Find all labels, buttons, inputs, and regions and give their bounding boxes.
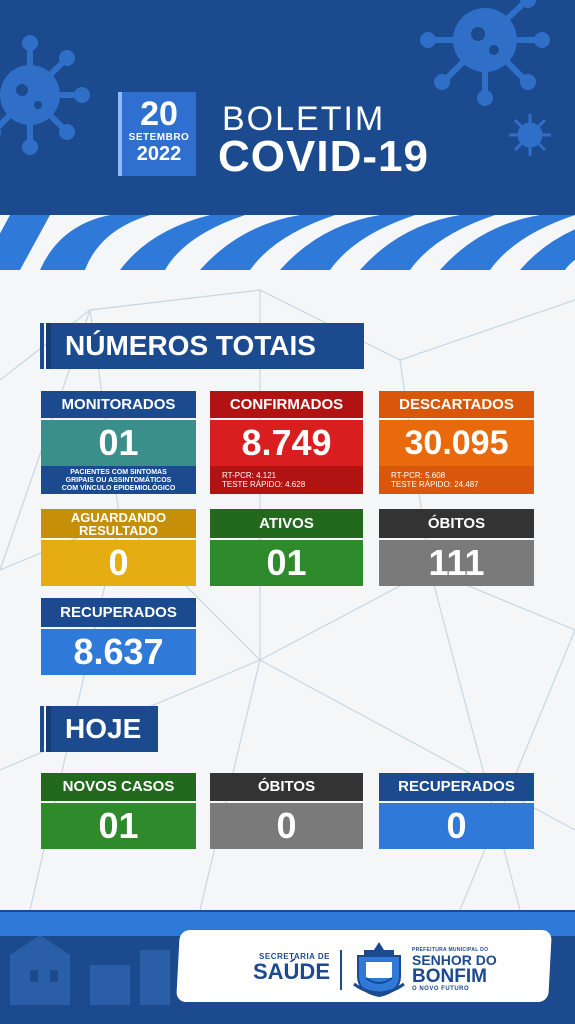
- virus-icon: [509, 114, 551, 156]
- aguardando-value-text: 0: [108, 542, 129, 583]
- monitorados-label-text: MONITORADOS: [61, 395, 176, 413]
- city-line1: SENHOR DO: [412, 952, 497, 968]
- confirmados-label: CONFIRMADOS: [210, 391, 363, 418]
- obitos-total-value: 111: [379, 540, 534, 586]
- confirmados-rtpcr: RT-PCR: 4.121: [222, 471, 277, 480]
- senhor-do-bonfim-logo: PREFEITURA MUNICIPAL DO SENHOR DO BONFIM…: [412, 947, 512, 992]
- recuperados-hoje-value: 0: [379, 803, 534, 849]
- heading-accent: [40, 323, 43, 369]
- confirmados-note: RT-PCR: 4.121 TESTE RÁPIDO: 4.628: [210, 466, 363, 494]
- obitos-hoje-value: 0: [210, 803, 363, 849]
- recuperados-hoje-value-text: 0: [446, 805, 467, 846]
- virus-icon: [420, 0, 550, 106]
- ativos-label-text: ATIVOS: [259, 514, 314, 532]
- city-seal-icon: [353, 942, 405, 998]
- header-banner: [0, 0, 575, 215]
- confirmados-value-text: 8.749: [241, 422, 332, 463]
- aguardando-label: AGUARDANDO RESULTADO: [41, 509, 196, 538]
- descartados-label-text: DESCARTADOS: [399, 395, 514, 413]
- ativos-label: ATIVOS: [210, 509, 363, 538]
- descartados-teste-rapido: TESTE RÁPIDO: 24.487: [391, 480, 479, 489]
- section-heading-hoje-text: HOJE: [65, 713, 142, 744]
- virus-icon: [0, 35, 90, 155]
- confirmados-label-text: CONFIRMADOS: [229, 395, 344, 413]
- prefeitura-text: PREFEITURA MUNICIPAL DO: [412, 947, 489, 953]
- obitos-total-value-text: 111: [428, 542, 485, 583]
- obitos-hoje-value-text: 0: [276, 805, 297, 846]
- heading-accent: [40, 706, 43, 752]
- footer-buildings-pattern: [10, 935, 170, 1005]
- wave-pattern: [0, 215, 575, 270]
- obitos-hoje-label-text: ÓBITOS: [257, 778, 316, 795]
- recuperados-total-label: RECUPERADOS: [41, 598, 196, 627]
- ativos-value-text: 01: [266, 542, 307, 583]
- ativos-value: 01: [210, 540, 363, 586]
- confirmados-value: 8.749: [210, 420, 363, 466]
- recuperados-total-value-text: 8.637: [73, 631, 164, 672]
- recuperados-hoje-label-text: RECUPERADOS: [398, 778, 515, 795]
- date-year: 2022: [136, 143, 182, 165]
- monitorados-note-line3: COM VÍNCULO EPIDEMIOLÓGICO: [61, 485, 176, 492]
- wave-band: [0, 215, 575, 270]
- section-heading-totais: NÚMEROS TOTAIS: [41, 323, 364, 369]
- confirmados-teste-rapido: TESTE RÁPIDO: 4.628: [222, 480, 306, 489]
- recuperados-hoje-label: RECUPERADOS: [379, 773, 534, 801]
- secretaria-line2: SAÚDE: [252, 959, 330, 984]
- novos-casos-label: NOVOS CASOS: [41, 773, 196, 801]
- obitos-total-label: ÓBITOS: [379, 509, 534, 538]
- title-covid: COVID-19: [218, 132, 429, 181]
- secretaria-saude-logo: SECRETARIA DE SAÚDE: [238, 952, 330, 983]
- monitorados-label: MONITORADOS: [41, 391, 196, 418]
- secretaria-line1: SECRETARIA DE: [259, 952, 330, 961]
- descartados-label: DESCARTADOS: [379, 391, 534, 418]
- monitorados-note-line2: GRIPAIS OU ASSINTOMÁTICOS: [65, 477, 172, 484]
- section-heading-totais-text: NÚMEROS TOTAIS: [65, 330, 316, 361]
- novos-casos-label-text: NOVOS CASOS: [62, 778, 175, 795]
- obitos-hoje-label: ÓBITOS: [210, 773, 363, 801]
- footer-divider: [340, 950, 342, 990]
- recuperados-total-label-text: RECUPERADOS: [60, 603, 177, 621]
- aguardando-value: 0: [41, 540, 196, 586]
- descartados-note: RT-PCR: 5.608 TESTE RÁPIDO: 24.487: [379, 466, 534, 494]
- slogan-text: O NOVO FUTURO: [412, 986, 470, 992]
- recuperados-total-value: 8.637: [41, 629, 196, 675]
- title-boletim: BOLETIM: [222, 100, 386, 138]
- descartados-rtpcr: RT-PCR: 5.608: [391, 471, 446, 480]
- date-day: 20: [140, 95, 178, 133]
- date-month: SETEMBRO: [128, 132, 190, 143]
- monitorados-note: PACIENTES COM SINTOMAS GRIPAIS OU ASSINT…: [41, 466, 196, 494]
- novos-casos-value-text: 01: [98, 805, 139, 846]
- monitorados-value: 01: [41, 420, 196, 466]
- obitos-total-label-text: ÓBITOS: [427, 514, 486, 532]
- monitorados-value-text: 01: [98, 422, 139, 463]
- date-badge: 20 SETEMBRO 2022: [118, 92, 196, 176]
- descartados-value: 30.095: [379, 420, 534, 466]
- descartados-value-text: 30.095: [404, 423, 509, 462]
- novos-casos-value: 01: [41, 803, 196, 849]
- aguardando-label-line1: AGUARDANDO: [70, 509, 167, 525]
- city-line2: BONFIM: [412, 966, 487, 987]
- aguardando-label-line2: RESULTADO: [79, 522, 158, 538]
- section-heading-hoje: HOJE: [41, 706, 158, 752]
- monitorados-note-line1: PACIENTES COM SINTOMAS: [70, 469, 167, 476]
